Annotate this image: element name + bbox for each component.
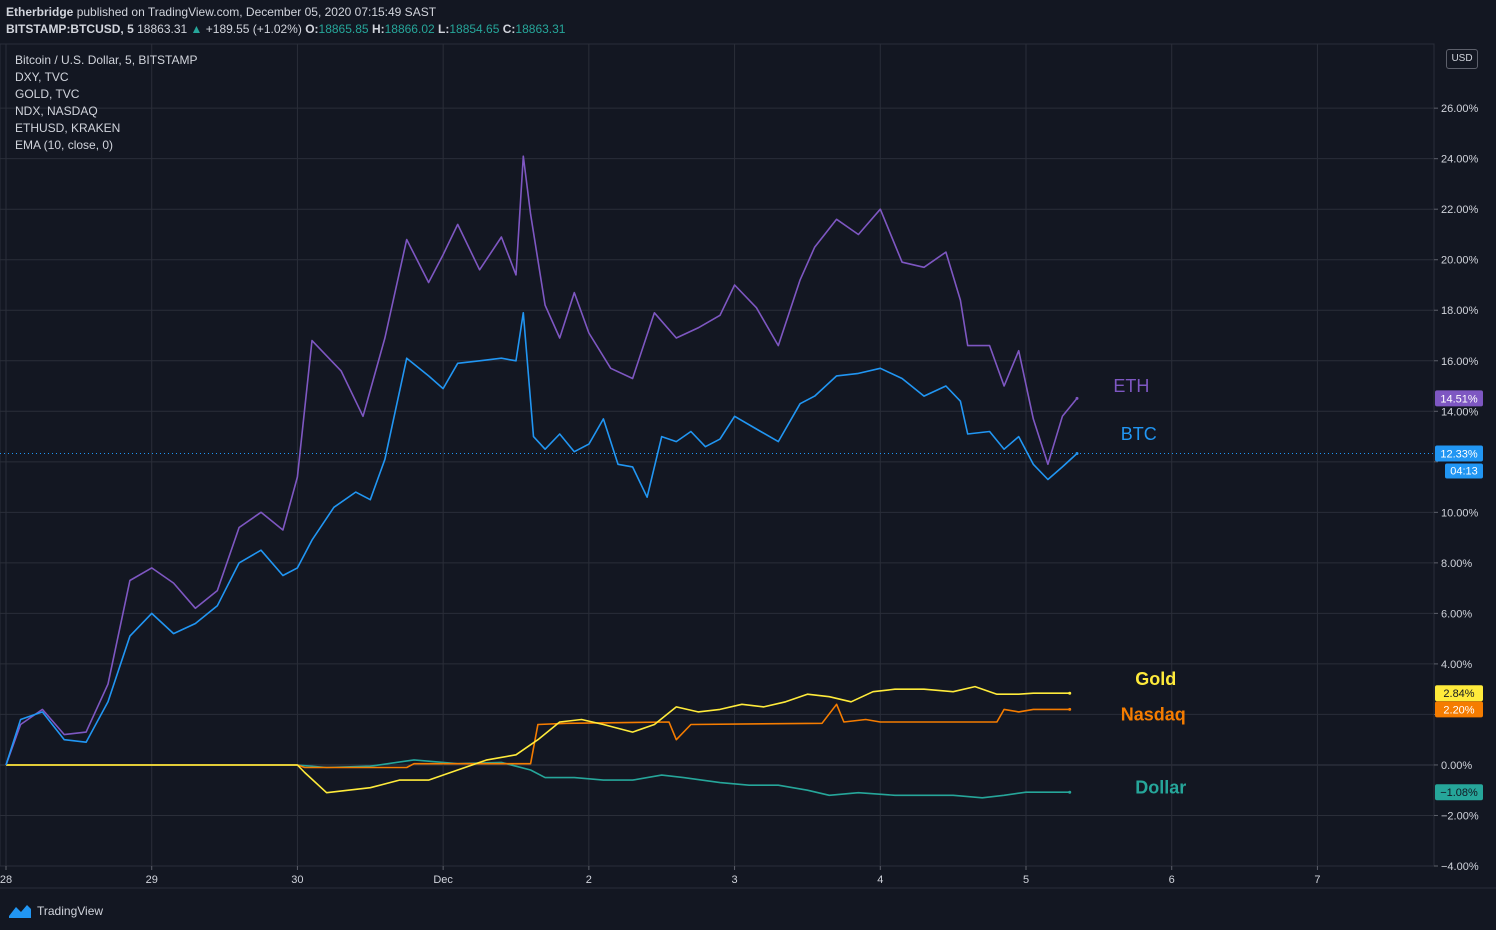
chart-annotations: ETH BTC Gold Nasdaq Dollar xyxy=(1113,376,1186,798)
annotation-btc: BTC xyxy=(1121,424,1157,444)
countdown-label: 04:13 xyxy=(1450,465,1478,477)
currency-button[interactable]: USD xyxy=(1446,49,1478,69)
x-tick-label: 30 xyxy=(291,874,303,886)
series-point-gold xyxy=(1068,691,1072,695)
last-value-tags: 14.51% 12.33% 2.84% 2.20% −1.08% 04:13 xyxy=(1435,390,1483,801)
y-tick-label: 10.00% xyxy=(1441,507,1479,519)
legend-item-ndx[interactable]: NDX, NASDAQ xyxy=(15,104,98,118)
legend-item-dxy[interactable]: DXY, TVC xyxy=(15,70,69,84)
y-tick-label: 14.00% xyxy=(1441,406,1479,418)
y-tick-label: 20.00% xyxy=(1441,255,1479,267)
y-tick-label: 24.00% xyxy=(1441,154,1479,166)
last-value-label-eth: 14.51% xyxy=(1440,393,1478,405)
y-axis[interactable]: 26.00% 24.00% 22.00% 20.00% 18.00% 16.00% 14.0… xyxy=(1434,103,1479,873)
x-tick-label: 29 xyxy=(146,874,158,886)
price-change: +189.55 (+1.02%) xyxy=(205,22,302,36)
last-value-tag-nasdaq xyxy=(1435,701,1483,718)
x-tick-label: 4 xyxy=(877,874,883,886)
series-line-gold xyxy=(6,685,1070,794)
y-tick-label: −2.00% xyxy=(1441,810,1479,822)
publish-text: published on TradingView.com, December 0… xyxy=(76,5,437,19)
last-value-tag-eth xyxy=(1435,390,1483,407)
annotation-eth: ETH xyxy=(1113,376,1149,396)
ohlc-bar: BITSTAMP:BTCUSD, 5 18863.31 ▲ +189.55 (+… xyxy=(6,22,565,36)
x-tick-label: Dec xyxy=(433,874,453,886)
series-point-eth xyxy=(1075,396,1079,400)
y-tick-label: 16.00% xyxy=(1441,356,1479,368)
low-value: 18854.65 xyxy=(449,22,500,36)
chart-grid xyxy=(0,43,1496,889)
annotation-dollar: Dollar xyxy=(1135,778,1186,798)
last-value-tag-btc xyxy=(1435,445,1483,462)
tradingview-logo-icon xyxy=(9,905,31,918)
last-price: 18863.31 xyxy=(137,22,188,36)
x-tick-label: 7 xyxy=(1314,874,1320,886)
annotation-nasdaq: Nasdaq xyxy=(1121,704,1186,724)
last-value-label-gold: 2.84% xyxy=(1443,688,1474,700)
legend-item-btcusd[interactable]: Bitcoin / U.S. Dollar, 5, BITSTAMP xyxy=(15,53,198,67)
series-line-nasdaq xyxy=(6,703,1070,769)
y-tick-label: 0.00% xyxy=(1441,760,1472,772)
pane-border xyxy=(0,43,1435,867)
last-value-tag-dollar xyxy=(1435,784,1483,801)
open-label: O: xyxy=(305,22,319,36)
high-label: H: xyxy=(371,22,385,36)
author-name[interactable]: Etherbridge xyxy=(6,5,74,19)
symbol-label[interactable]: BITSTAMP:BTCUSD, 5 xyxy=(6,22,134,36)
publish-info: Etherbridge published on TradingView.com… xyxy=(6,5,436,19)
annotation-gold: Gold xyxy=(1135,669,1176,689)
last-value-label-btc: 12.33% xyxy=(1440,448,1478,460)
last-value-label-dollar: −1.08% xyxy=(1440,787,1478,799)
last-value-label-nasdaq: 2.20% xyxy=(1443,704,1474,716)
footer-brand[interactable]: TradingView xyxy=(8,903,103,919)
x-tick-label: 2 xyxy=(586,874,592,886)
x-axis[interactable]: 28 29 30 Dec 2 3 4 5 6 7 xyxy=(0,866,1320,886)
y-tick-label: 4.00% xyxy=(1441,659,1472,671)
x-tick-label: 28 xyxy=(0,874,12,886)
close-label: C: xyxy=(502,22,516,36)
low-label: L: xyxy=(438,22,450,36)
y-tick-label: 18.00% xyxy=(1441,305,1479,317)
series-line-eth xyxy=(5,155,1078,766)
legend-item-gold[interactable]: GOLD, TVC xyxy=(15,87,80,101)
series-line-dollar xyxy=(6,759,1070,799)
last-value-tag-gold xyxy=(1435,685,1483,702)
series-point-btc xyxy=(1075,451,1079,455)
study-legend: Bitcoin / U.S. Dollar, 5, BITSTAMP DXY, … xyxy=(15,52,198,154)
y-tick-label: 22.00% xyxy=(1441,204,1479,216)
countdown-tag xyxy=(1445,463,1483,479)
y-tick-label: 8.00% xyxy=(1441,558,1472,570)
series-line-btc xyxy=(5,312,1078,766)
x-tick-label: 3 xyxy=(732,874,738,886)
y-tick-label: 6.00% xyxy=(1441,608,1472,620)
brand-name: TradingView xyxy=(37,904,104,918)
chart-series xyxy=(5,155,1079,799)
up-arrow-icon: ▲ xyxy=(190,22,203,36)
x-tick-label: 5 xyxy=(1023,874,1029,886)
y-tick-label: −4.00% xyxy=(1441,861,1479,873)
y-tick-label: 26.00% xyxy=(1441,103,1479,115)
open-value: 18865.85 xyxy=(318,22,369,36)
series-point-nasdaq xyxy=(1068,707,1072,711)
close-value: 18863.31 xyxy=(515,22,566,36)
legend-item-ema[interactable]: EMA (10, close, 0) xyxy=(15,138,114,152)
high-value: 18866.02 xyxy=(384,22,435,36)
x-tick-label: 6 xyxy=(1169,874,1175,886)
series-point-dollar xyxy=(1068,790,1072,794)
legend-item-ethusd[interactable]: ETHUSD, KRAKEN xyxy=(15,121,121,135)
